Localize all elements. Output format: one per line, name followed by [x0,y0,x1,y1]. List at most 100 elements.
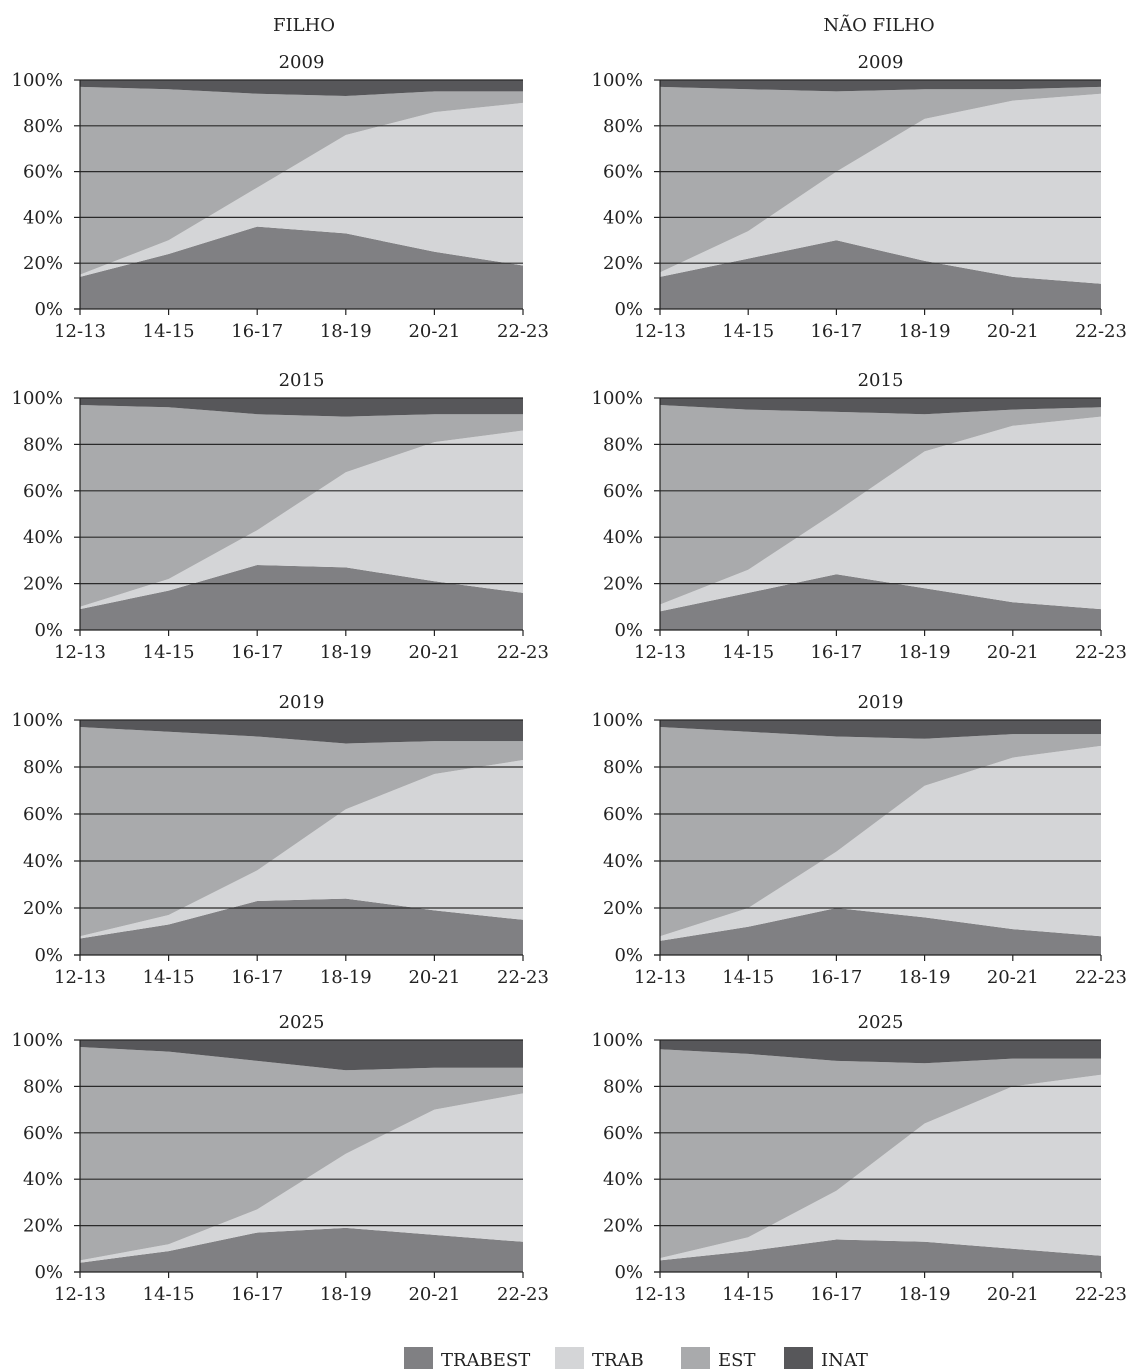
chart-4-xtick-label-5: 22-23 [1075,642,1127,663]
chart-4-xtick-label-0: 12-13 [634,642,686,663]
chart-7-xtick-label-4: 20-21 [408,1284,460,1305]
chart-5-ytick-label-0: 0% [34,945,63,966]
chart-4-xtick-label-2: 16-17 [810,642,862,663]
chart-7-ytick-label-5: 100% [12,1030,63,1051]
chart-7-area-est [80,1047,523,1261]
chart-6-area-trab [660,745,1101,941]
chart-6-xtick-label-5: 22-23 [1075,967,1127,988]
chart-2-xtick-label-5: 22-23 [1075,321,1127,342]
chart-7-xtick-label-5: 22-23 [497,1284,549,1305]
chart-5-ytick-label-3: 60% [23,804,63,825]
chart-4-ytick-label-4: 80% [603,434,643,455]
chart-7-ytick-label-4: 80% [23,1076,63,1097]
chart-5-xtick-label-3: 18-19 [320,967,372,988]
chart-1-xtick-label-4: 20-21 [408,321,460,342]
chart-3-xtick-label-5: 22-23 [497,642,549,663]
chart-3-ytick-label-0: 0% [34,620,63,641]
chart-6-xtick-label-4: 20-21 [987,967,1039,988]
legend-swatch-inat [784,1347,813,1369]
chart-6-xtick-label-1: 14-15 [722,967,774,988]
chart-8-xtick-label-1: 14-15 [722,1284,774,1305]
chart-1-ytick-label-4: 80% [23,116,63,137]
chart-4-ytick-label-2: 40% [603,527,643,548]
chart-8-area-inat [660,1040,1101,1064]
chart-4-xtick-label-3: 18-19 [899,642,951,663]
chart-1-xtick-label-5: 22-23 [497,321,549,342]
chart-5-xtick-label-1: 14-15 [143,967,195,988]
legend-label-trab: TRAB [592,1350,644,1370]
chart-2-area-inat [660,80,1101,92]
chart-8-xtick-label-4: 20-21 [987,1284,1039,1305]
chart-8-ytick-label-5: 100% [592,1030,643,1051]
chart-2-title: 2009 [858,52,904,73]
legend-label-est: EST [718,1350,755,1370]
chart-7-xtick-label-3: 18-19 [320,1284,372,1305]
chart-7-ytick-label-0: 0% [34,1262,63,1283]
chart-5-title: 2019 [279,692,325,713]
chart-8-xtick-label-0: 12-13 [634,1284,686,1305]
chart-1-ytick-label-5: 100% [12,70,63,91]
chart-3-xtick-label-0: 12-13 [54,642,106,663]
chart-3-ytick-label-2: 40% [23,527,63,548]
legend-label-inat: INAT [821,1350,868,1370]
chart-1-ytick-label-3: 60% [23,162,63,183]
chart-5-area-trabest [80,898,523,955]
chart-6: 2019 0% 20% 40% 60% 80% 100% 12-13 14-15 16-17 18-… [592,692,1127,988]
chart-3-ytick-label-5: 100% [12,388,63,409]
chart-4: 2015 0% 20% 40% 60% 80% 100% 12-13 14-15 16-17 18-… [592,370,1127,663]
chart-1: 2009 0% 20% 40% 60% 80% 100% 12-13 14-15 16-17 18-… [12,52,549,342]
chart-8-title: 2025 [858,1012,904,1033]
chart-8: 2025 0% 20% 40% 60% 80% 100% 12-13 14-15 16-17 18-… [592,1012,1127,1305]
chart-4-ytick-label-1: 20% [603,574,643,595]
chart-3-xtick-label-2: 16-17 [231,642,283,663]
chart-2-ytick-label-3: 60% [603,162,643,183]
chart-4-area-inat [660,398,1101,415]
chart-5-xtick-label-2: 16-17 [231,967,283,988]
chart-1-xtick-label-1: 14-15 [143,321,195,342]
chart-2-ytick-label-1: 20% [603,253,643,274]
chart-5-xtick-label-5: 22-23 [497,967,549,988]
chart-8-xtick-label-5: 22-23 [1075,1284,1127,1305]
chart-3-area-trabest [80,565,523,630]
chart-7-ytick-label-1: 20% [23,1216,63,1237]
chart-2-area-trab [660,93,1101,284]
chart-3-area-trab [80,430,523,610]
chart-5-ytick-label-4: 80% [23,757,63,778]
chart-8-ytick-label-2: 40% [603,1169,643,1190]
chart-7-area-trabest [80,1227,523,1272]
chart-7-ytick-label-3: 60% [23,1123,63,1144]
chart-5-xtick-label-4: 20-21 [408,967,460,988]
chart-5: 2019 0% 20% 40% 60% 80% 100% 12-13 14-15 16-17 18-… [12,692,549,988]
chart-6-area-trabest [660,908,1101,955]
chart-2-ytick-label-2: 40% [603,207,643,228]
chart-2-xtick-label-1: 14-15 [722,321,774,342]
chart-6-ytick-label-3: 60% [603,804,643,825]
chart-8-xtick-label-2: 16-17 [810,1284,862,1305]
chart-7: 2025 0% 20% 40% 60% 80% 100% 12-13 14-15 16-17 18-… [12,1012,549,1305]
chart-1-ytick-label-0: 0% [34,299,63,320]
chart-6-xtick-label-2: 16-17 [810,967,862,988]
chart-4-area-trabest [660,574,1101,630]
chart-8-area-est [660,1049,1101,1259]
chart-2-area-est [660,86,1101,273]
chart-1-area-inat [80,80,523,96]
chart-5-ytick-label-5: 100% [12,710,63,731]
chart-1-area-est [80,86,523,275]
chart-7-xtick-label-2: 16-17 [231,1284,283,1305]
chart-5-ytick-label-2: 40% [23,851,63,872]
chart-5-ytick-label-1: 20% [23,898,63,919]
chart-8-xtick-label-3: 18-19 [899,1284,951,1305]
chart-8-area-trab [660,1074,1101,1261]
chart-3-xtick-label-3: 18-19 [320,642,372,663]
chart-4-ytick-label-5: 100% [592,388,643,409]
chart-7-ytick-label-2: 40% [23,1169,63,1190]
chart-4-area-trab [660,416,1101,612]
chart-2-xtick-label-2: 16-17 [810,321,862,342]
chart-5-area-est [80,727,523,937]
chart-7-xtick-label-0: 12-13 [54,1284,106,1305]
chart-1-area-trab [80,102,523,277]
chart-7-xtick-label-1: 14-15 [143,1284,195,1305]
chart-6-ytick-label-1: 20% [603,898,643,919]
chart-2-xtick-label-4: 20-21 [987,321,1039,342]
